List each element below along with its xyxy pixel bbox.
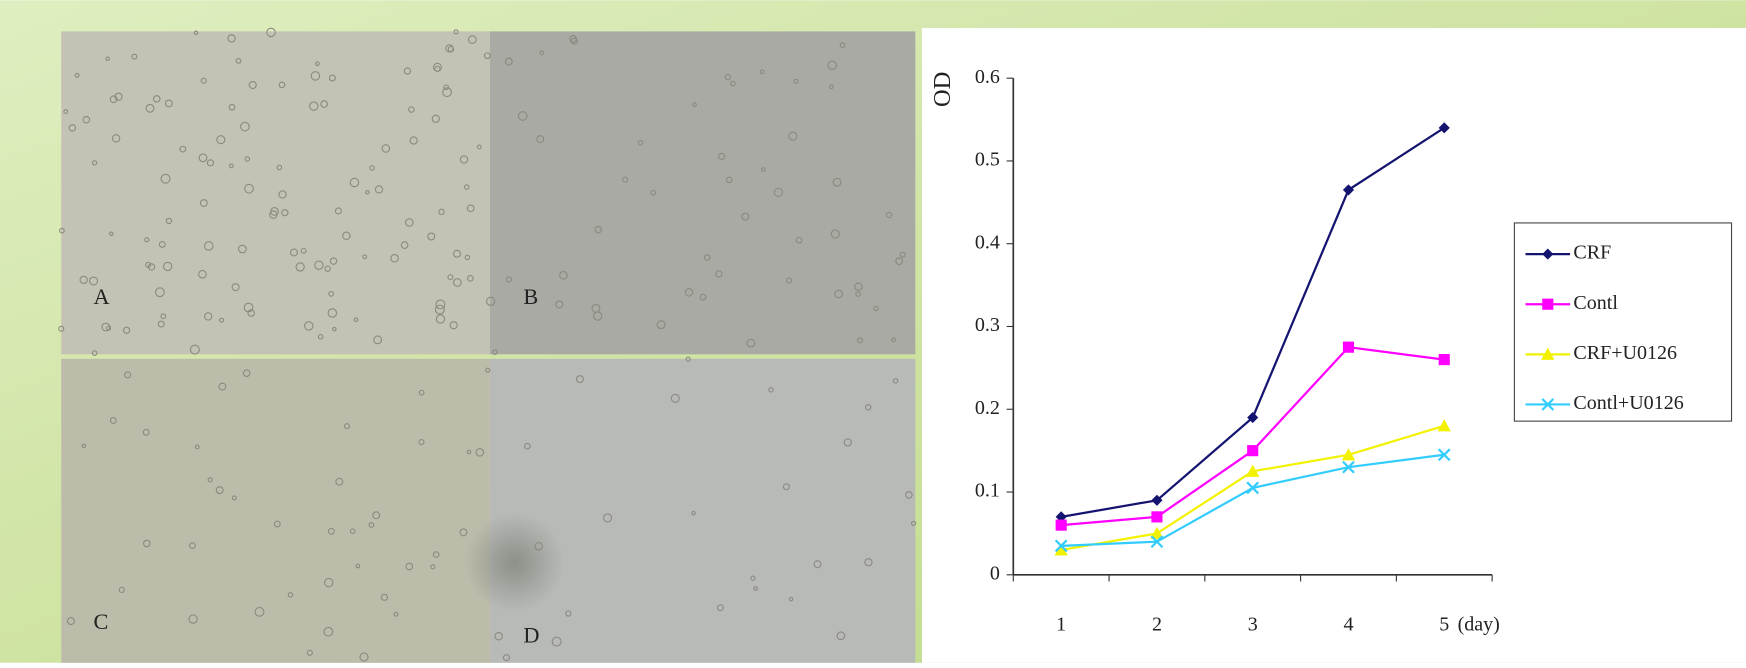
panel-label: D — [523, 622, 539, 647]
panel-label: A — [94, 284, 110, 309]
y-tick-label: 0.2 — [975, 397, 1000, 419]
marker — [1056, 520, 1067, 531]
legend-label: Contl+U0126 — [1573, 392, 1683, 414]
panel-label: C — [94, 609, 109, 634]
legend-label: CRF+U0126 — [1573, 342, 1677, 364]
micro-image — [490, 31, 915, 354]
page: A B C D OD 0 0.1 0.2 0.3 0.4 0.5 0.6 1 2 3 4 5 (day)… — [0, 0, 1746, 663]
marker — [1343, 342, 1354, 353]
micro-image — [61, 31, 490, 354]
blur — [464, 512, 564, 612]
y-axis-label: OD — [929, 72, 956, 107]
y-tick-label: 0.6 — [975, 66, 1000, 88]
micro-image — [490, 359, 915, 663]
marker — [1151, 511, 1162, 522]
marker — [1247, 445, 1258, 456]
x-tick-label: 2 — [1152, 614, 1162, 636]
x-tick-label: 4 — [1343, 614, 1353, 636]
legend-label: Contl — [1573, 292, 1618, 314]
y-tick-label: 0.5 — [975, 149, 1000, 171]
x-tick-label: 3 — [1248, 614, 1258, 636]
y-tick-label: 0 — [990, 562, 1000, 584]
legend-label: CRF — [1573, 242, 1611, 264]
y-tick-label: 0.3 — [975, 314, 1000, 336]
micro-image — [61, 359, 490, 663]
marker — [1542, 299, 1553, 310]
y-tick-label: 0.4 — [975, 231, 1000, 253]
panel-label: B — [523, 284, 538, 309]
y-tick-label: 0.1 — [975, 480, 1000, 502]
x-axis-label: (day) — [1458, 614, 1500, 636]
marker — [1439, 354, 1450, 365]
x-tick-label: 5 — [1439, 614, 1449, 636]
x-tick-label: 1 — [1056, 614, 1066, 636]
